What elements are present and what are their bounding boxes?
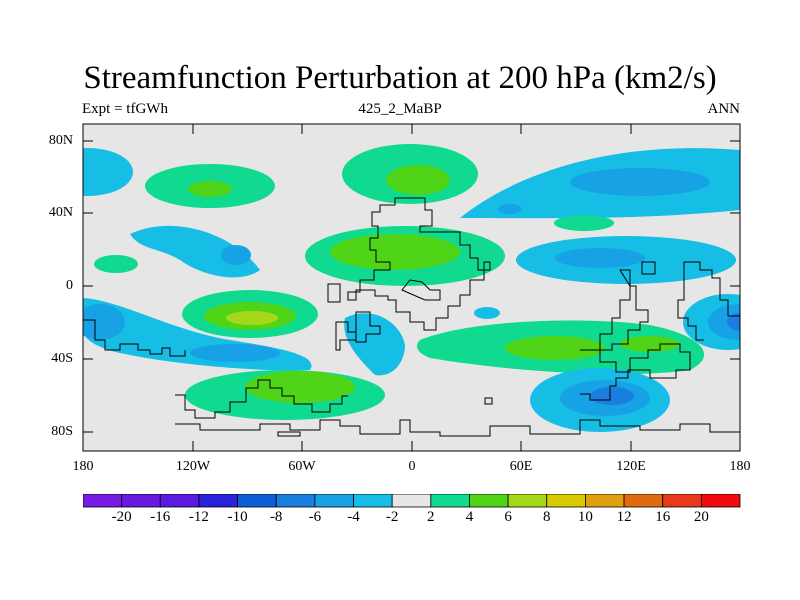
colorbar-label: 16 (655, 509, 671, 525)
run-label: 425_2_MaBP (358, 101, 442, 117)
coastlines (83, 197, 740, 437)
colorbar-label: 10 (577, 509, 593, 525)
colorbar-label: -2 (385, 509, 399, 525)
colorbar (83, 494, 741, 508)
experiment-label: Expt = tfGWh (82, 101, 168, 117)
contour-neg-w-pacific-sh-core (727, 312, 740, 332)
contour-pos-sahara-core (330, 234, 460, 270)
ytick-80s: 80S (51, 424, 73, 439)
colorbar-cell (585, 494, 625, 508)
colorbar-label: 6 (504, 509, 512, 525)
colorbar-cell (121, 494, 161, 508)
colorbar-cell (469, 494, 509, 508)
colorbar-cell (507, 494, 548, 508)
coast-philippines (677, 262, 704, 341)
colorbar-label: 20 (693, 509, 709, 525)
ytick-40s: 40S (51, 351, 73, 366)
contour-neg-s-pacific-core2 (190, 344, 280, 362)
contour-neg-nw-pacific (83, 148, 133, 196)
contour-neg-eurasia-core (570, 168, 710, 196)
coast-se-asia (599, 269, 649, 351)
coast-s-america-west (83, 319, 186, 357)
colorbar-cell (391, 494, 432, 508)
contour-neg-s-pacific-core (83, 304, 125, 340)
xtick-180-west: 180 (72, 459, 94, 474)
contour-pos-w-pacific-small (94, 255, 138, 273)
xtick-180-east: 180 (729, 459, 751, 474)
contour-pos-southern-ocean-core (245, 371, 355, 403)
colorbar-cell (314, 494, 354, 508)
contour-neg-w-pacific-sh-mid (708, 304, 740, 340)
colorbar-label: -10 (227, 509, 248, 525)
coast-antarctic-peninsula (277, 431, 301, 437)
coast-australia (580, 343, 691, 401)
colorbar-label: 4 (465, 509, 474, 525)
colorbar-label: -4 (347, 509, 360, 525)
colorbar-cell (546, 494, 586, 508)
contour-pos-s-pacific-core (226, 311, 278, 325)
coast-e-asia (684, 261, 740, 330)
colorbar-cell (237, 494, 277, 508)
contour-neg-e-pacific-core (221, 245, 251, 265)
colorbar-cell (275, 494, 316, 508)
coast-eurasia-africa (347, 197, 491, 331)
coast-mediterranean (401, 279, 441, 301)
contour-neg-e-pacific (130, 225, 260, 278)
colorbar-label: 2 (427, 509, 435, 525)
colorbar-cell (198, 494, 238, 508)
xtick-120w: 120W (175, 459, 211, 474)
contour-pos-central-asia (554, 215, 614, 231)
colorbar-cell (430, 494, 470, 508)
chart-title: Streamfunction Perturbation at 200 hPa (… (83, 60, 717, 96)
colorbar-label: 8 (543, 509, 551, 525)
coast-japan (641, 261, 656, 275)
xtick-120e: 120E (616, 459, 646, 474)
contour-neg-s-atlantic (344, 313, 405, 376)
colorbar-label: -8 (269, 509, 283, 525)
contour-pos-n-atlantic-core (386, 165, 450, 195)
coast-island-atlantic (327, 283, 341, 303)
colorbar-cell (83, 494, 123, 508)
colorbar-label: 12 (616, 509, 632, 525)
colorbar-label: -20 (111, 509, 132, 525)
contour-pos-n-pacific-core (188, 181, 232, 197)
ytick-80n: 80N (48, 133, 73, 148)
contour-pos-indian-ocean-core2 (620, 336, 680, 352)
coast-s-america-tip (175, 379, 348, 419)
axis-ticks (83, 124, 740, 451)
contour-neg-southern-ocean-core (590, 387, 634, 405)
colorbar-cell (662, 494, 702, 508)
season-label: ANN (707, 101, 741, 117)
contour-neg-europe-small (498, 204, 522, 214)
coast-small-island (484, 397, 493, 405)
contour-pos-indian-ocean-core (505, 336, 605, 360)
ytick-40n: 40N (48, 205, 73, 220)
contour-neg-small-africa (474, 307, 500, 319)
ytick-0: 0 (66, 278, 73, 293)
coast-antarctica (175, 419, 740, 437)
xtick-0: 0 (408, 459, 416, 474)
colorbar-label: -12 (188, 509, 209, 525)
colorbar-cell (623, 494, 664, 508)
coast-s-america-bulge (355, 311, 381, 343)
colorbar-cell (700, 494, 741, 508)
contour-neg-asia-core (555, 248, 645, 268)
colorbar-label: -6 (308, 509, 322, 525)
colorbar-cell (159, 494, 200, 508)
colorbar-cell (353, 494, 393, 508)
xtick-60e: 60E (509, 459, 533, 474)
xtick-60w: 60W (288, 459, 316, 474)
colorbar-label: -16 (150, 509, 171, 525)
